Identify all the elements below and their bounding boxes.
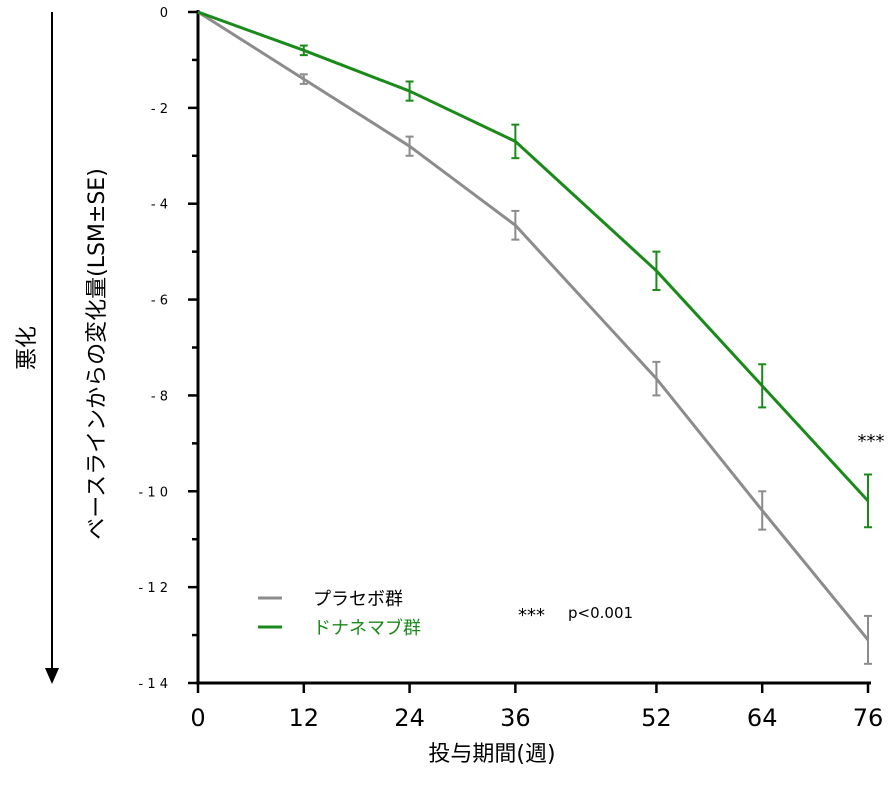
x-tick-label: 0: [190, 704, 205, 732]
y-tick-label: - 8: [151, 389, 168, 404]
x-axis-title: 投与期間(週): [428, 742, 555, 767]
legend: プラセボ群 ドナネマブ群: [258, 589, 421, 639]
y-axis-title: ベースラインからの変化量(LSM±SE): [85, 168, 110, 540]
p-note-text: p<0.001: [568, 604, 633, 622]
x-tick-label: 76: [853, 704, 884, 732]
x-tick-label: 12: [289, 704, 320, 732]
worsening-arrow-head: [45, 668, 59, 684]
y-tick-label: - 1 4: [139, 677, 169, 692]
x-tick-label: 24: [394, 704, 425, 732]
worsening-label: 悪化: [15, 326, 40, 370]
series-line-0: [197, 10, 870, 641]
x-tick-label: 52: [641, 704, 672, 732]
y-tick-label: - 6: [151, 294, 168, 309]
legend-label-donanemab: ドナネマブ群: [313, 617, 421, 639]
significance-mark: ***: [858, 431, 885, 452]
x-tick-label: 64: [747, 704, 778, 732]
x-tick-label: 36: [500, 704, 531, 732]
y-tick-label: 0: [160, 6, 168, 21]
y-tick-label: - 1 2: [139, 581, 169, 596]
series-layer: [197, 10, 872, 665]
legend-label-placebo: プラセボ群: [313, 589, 403, 610]
p-note-stars: ***: [518, 605, 545, 626]
y-tick-label: - 2: [151, 102, 168, 117]
series-line-1: [197, 10, 870, 502]
y-ticks: 0 - 2 - 4 - 6 - 8 - 1 0 - 1 2 - 1 4: [139, 6, 198, 692]
x-ticks: 0 12 24 36 52 64 76: [190, 683, 883, 732]
y-tick-label: - 1 0: [139, 485, 169, 500]
y-tick-label: - 4: [151, 198, 168, 213]
